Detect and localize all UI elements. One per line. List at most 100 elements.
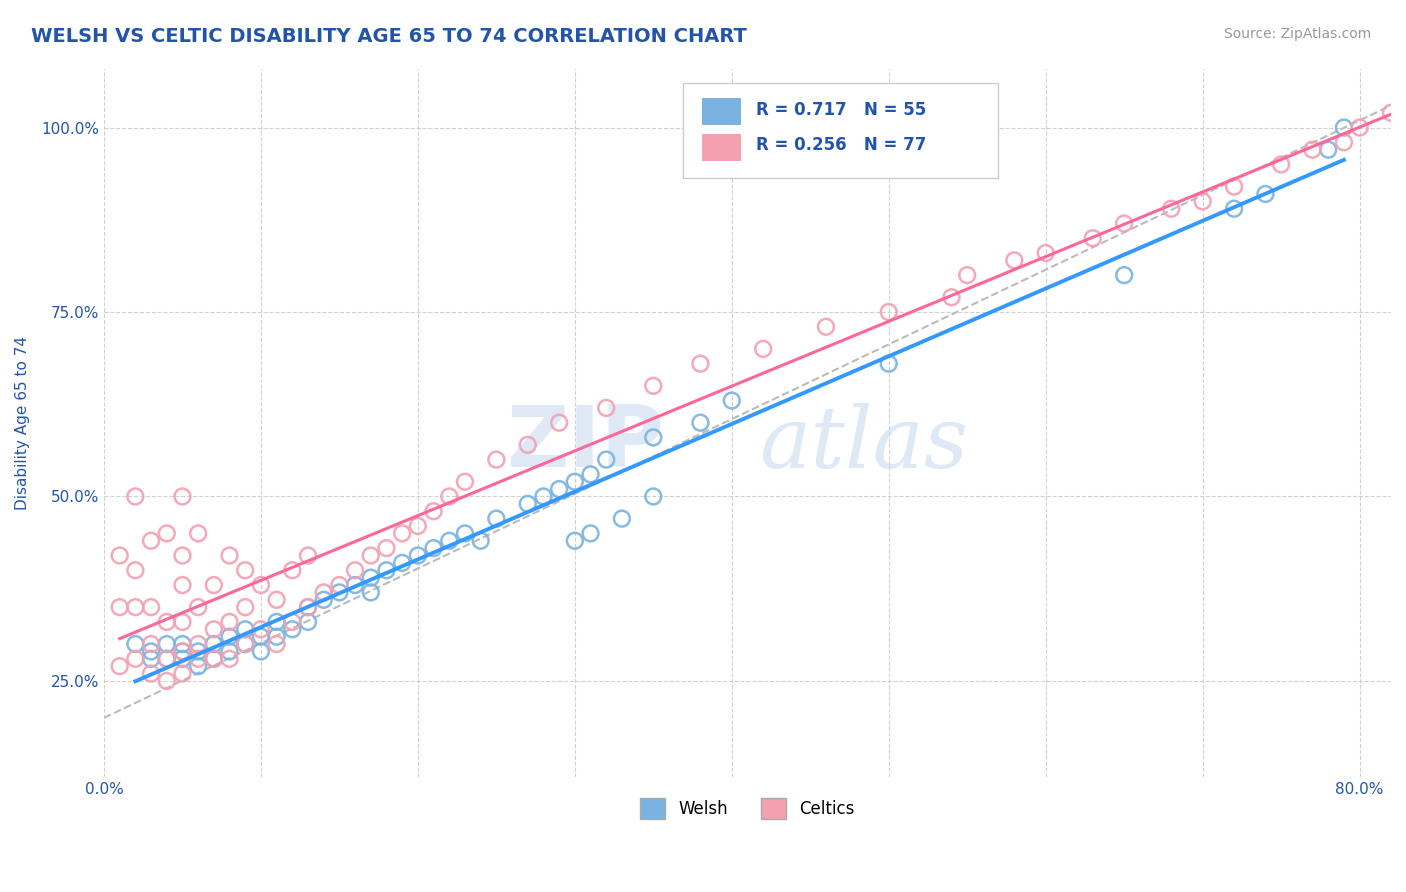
Point [360,585,382,599]
Point [1160,202,1182,216]
Point [172,490,194,504]
Point [375,563,398,577]
Point [250,644,273,658]
Point [139,644,162,658]
Point [439,533,461,548]
Point [564,533,586,548]
Point [124,637,146,651]
Point [643,430,665,444]
Point [439,490,461,504]
Point [233,563,256,577]
Point [689,416,711,430]
Point [1081,231,1104,245]
Point [281,563,304,577]
Point [328,578,350,592]
Point [297,600,319,615]
Point [108,549,131,563]
Point [579,526,602,541]
Point [297,549,319,563]
Point [610,511,633,525]
Point [643,490,665,504]
Point [202,652,225,666]
Bar [703,134,741,161]
Point [124,490,146,504]
Point [297,600,319,615]
Point [156,615,179,629]
Point [172,578,194,592]
Point [533,490,555,504]
Point [1302,143,1324,157]
Point [233,622,256,636]
Point [643,379,665,393]
Point [187,652,209,666]
Legend: Welsh, Celtics: Welsh, Celtics [633,791,862,825]
Point [266,630,288,644]
Point [1348,120,1371,135]
Point [266,615,288,629]
Point [360,549,382,563]
Point [454,526,477,541]
Point [344,563,367,577]
Point [391,526,413,541]
Point [1114,268,1136,282]
Point [156,673,179,688]
Point [485,452,508,467]
Point [1270,157,1292,171]
Point [108,600,131,615]
Point [1223,202,1246,216]
Text: ZIP: ZIP [506,402,664,485]
Point [548,416,571,430]
Point [187,526,209,541]
Point [156,652,179,666]
Point [720,393,742,408]
Point [406,549,429,563]
Point [877,357,900,371]
Point [548,482,571,496]
Point [250,622,273,636]
Point [689,357,711,371]
Point [877,305,900,319]
Point [485,511,508,525]
Point [108,659,131,673]
Point [233,600,256,615]
Point [328,585,350,599]
Point [1379,105,1402,120]
Point [344,578,367,592]
Point [172,644,194,658]
Point [218,652,240,666]
Point [281,622,304,636]
Point [595,452,617,467]
Point [360,571,382,585]
Point [218,630,240,644]
Point [422,541,444,555]
Y-axis label: Disability Age 65 to 74: Disability Age 65 to 74 [15,335,30,509]
Point [218,615,240,629]
Point [218,549,240,563]
Point [1223,179,1246,194]
Point [579,467,602,482]
Point [172,549,194,563]
Point [1114,217,1136,231]
Point [187,644,209,658]
Point [1317,143,1340,157]
Point [202,578,225,592]
Point [312,585,335,599]
Point [1333,136,1355,150]
Point [1254,186,1277,201]
Point [156,637,179,651]
Point [124,652,146,666]
Point [172,652,194,666]
Point [187,600,209,615]
Point [1002,253,1025,268]
Point [470,533,492,548]
Point [139,652,162,666]
Point [156,526,179,541]
Point [156,652,179,666]
Point [941,290,963,304]
Point [595,401,617,415]
Point [1035,246,1057,260]
Point [172,615,194,629]
Point [187,637,209,651]
Text: atlas: atlas [759,402,967,485]
Point [139,637,162,651]
